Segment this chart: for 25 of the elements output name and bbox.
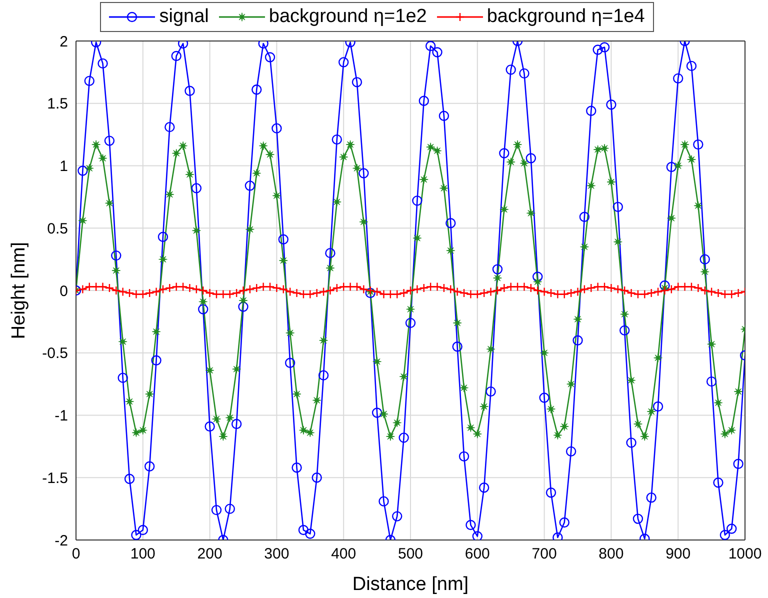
x-tick-label: 400 xyxy=(331,546,356,563)
y-tick-label: -2 xyxy=(54,532,68,550)
x-tick-label: 200 xyxy=(197,546,222,563)
y-tick-label: -1.5 xyxy=(42,470,68,487)
y-axis-title: Height [nm] xyxy=(8,242,30,340)
x-tick-label: 300 xyxy=(264,546,290,563)
x-tick-label: 100 xyxy=(130,546,156,563)
y-tick-label: 0 xyxy=(60,282,68,300)
y-tick-label: 1.5 xyxy=(47,96,68,113)
x-tick-label: 0 xyxy=(72,546,80,563)
x-tick-label: 800 xyxy=(598,546,624,563)
y-tick-label: 2 xyxy=(60,33,68,50)
legend-label: signal xyxy=(159,6,209,28)
y-tick-label: 0.5 xyxy=(47,220,68,238)
y-tick-label: 1 xyxy=(60,158,68,176)
x-tick-label: 500 xyxy=(398,546,424,563)
x-tick-label: 700 xyxy=(532,546,557,563)
y-tick-label: -0.5 xyxy=(42,345,68,362)
legend-label: background η=1e4 xyxy=(486,6,645,28)
y-tick-label: -1 xyxy=(54,408,68,425)
legend-label: background η=1e2 xyxy=(268,6,427,28)
x-tick-label: 1000 xyxy=(728,546,762,563)
x-tick-label: 600 xyxy=(464,546,490,563)
x-tick-label: 900 xyxy=(666,546,691,563)
x-axis-title: Distance [nm] xyxy=(352,574,469,595)
